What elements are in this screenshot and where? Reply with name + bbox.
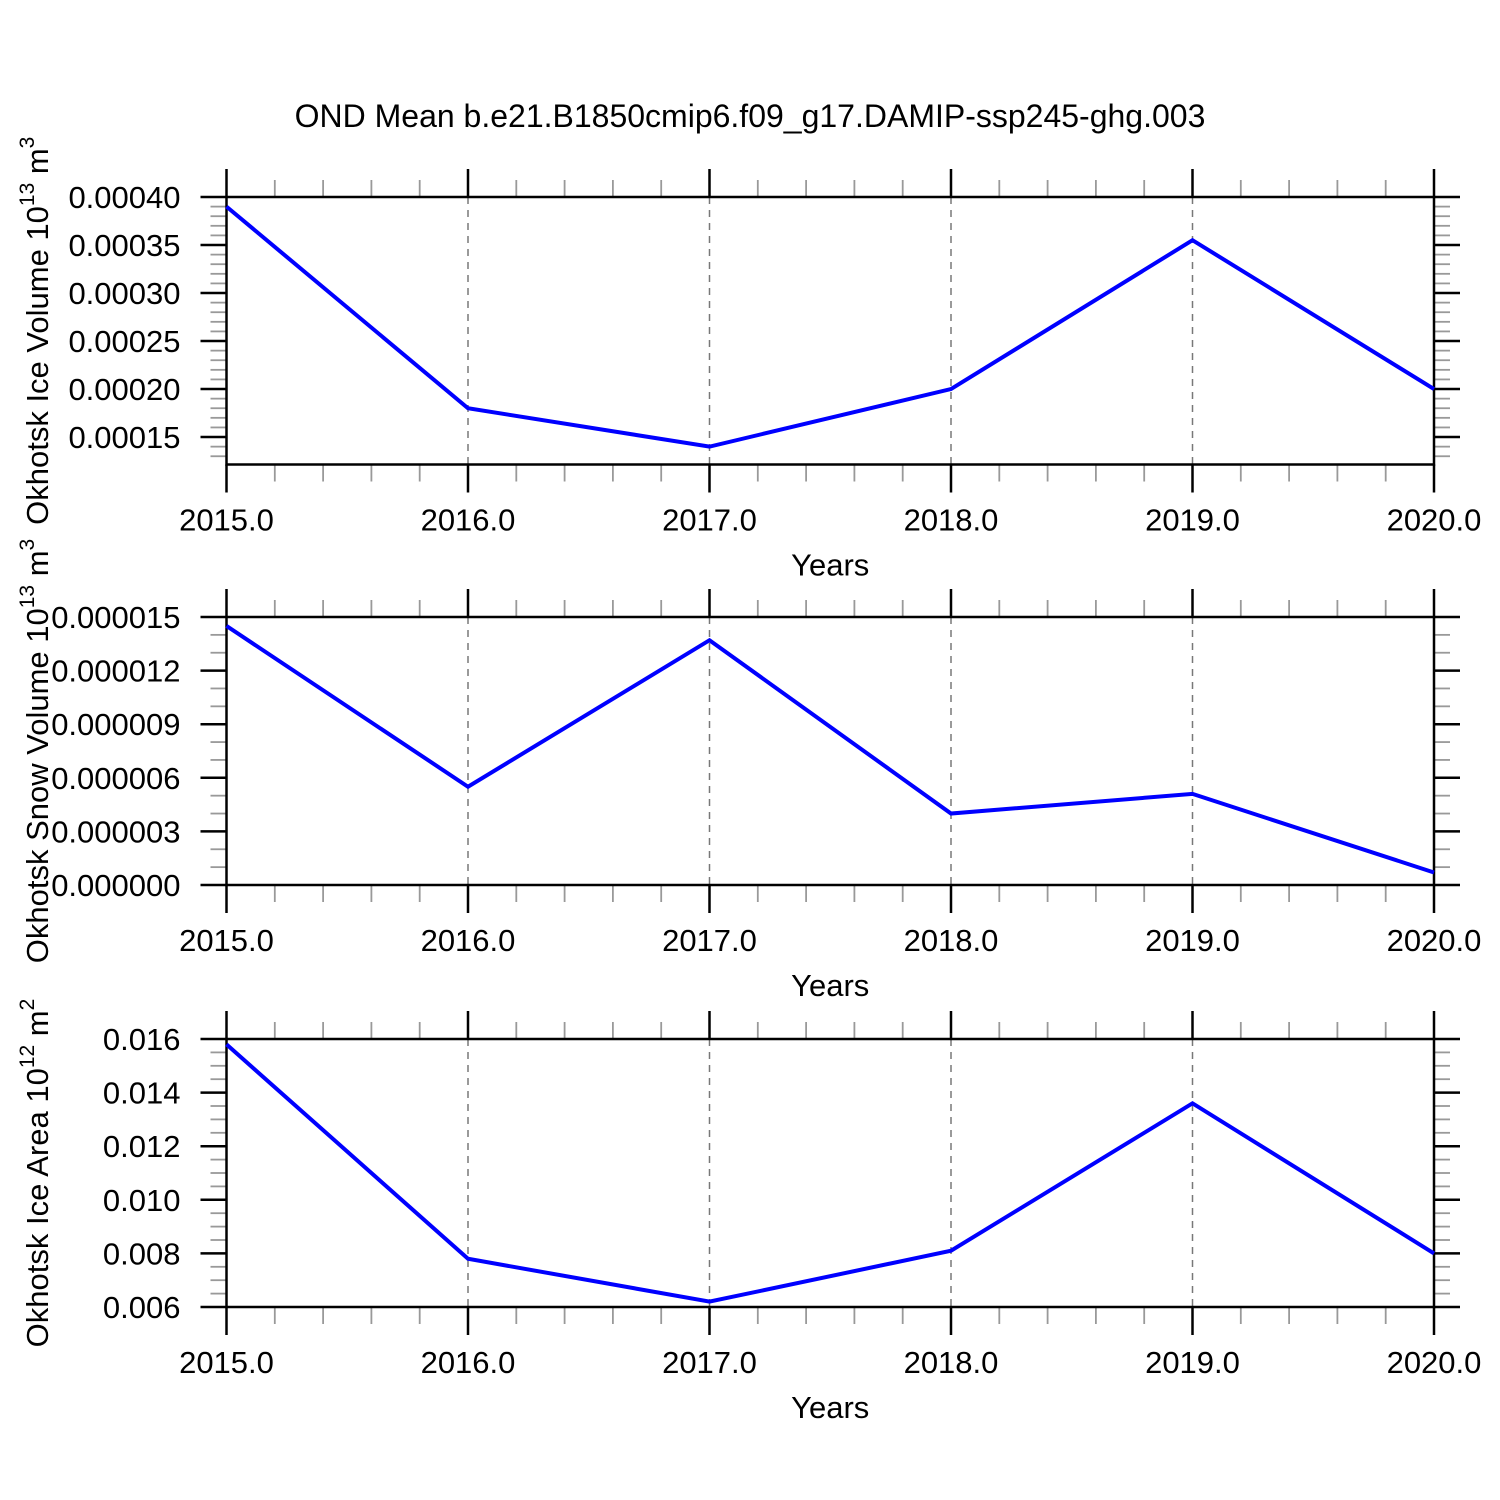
panel-3: 0.006 0.008 0.010 0.012 0.014 0.016 2015.0 2016… <box>16 999 1481 1425</box>
y-tick-label: 0.000012 <box>51 654 180 689</box>
x-axis-title: Years <box>791 1390 869 1425</box>
y-tick-label: 0.000003 <box>51 814 180 849</box>
x-tick-label: 2016.0 <box>421 1345 516 1380</box>
line-series <box>225 1042 1436 1304</box>
x-tick-label: 2017.0 <box>662 503 757 538</box>
plot-frame <box>225 615 1436 887</box>
line-series <box>225 624 1435 875</box>
y-axis-title: Okhotsk Ice Area 1012 m2 <box>16 999 55 1348</box>
x-tick-label: 2016.0 <box>421 503 516 538</box>
x-tick-label: 2018.0 <box>904 503 999 538</box>
x-tick-label: 2015.0 <box>179 1345 274 1380</box>
x-axis-title: Years <box>791 548 869 583</box>
x-tick-label: 2018.0 <box>904 923 999 958</box>
y-tick-label: 0.00025 <box>68 324 180 359</box>
y-tick-label: 0.000006 <box>51 761 180 796</box>
y-tick-label: 0.00015 <box>68 420 180 455</box>
x-tick-label: 2019.0 <box>1145 923 1240 958</box>
y-tick-label: 0.014 <box>103 1076 181 1111</box>
x-tick-label: 2016.0 <box>421 923 516 958</box>
y-axis-title: Okhotsk Snow Volume 1013 m3 <box>16 539 55 963</box>
y-tick-label: 0.000000 <box>51 868 180 903</box>
x-tick-label: 2018.0 <box>904 1345 999 1380</box>
x-tick-label: 2017.0 <box>662 923 757 958</box>
y-tick-label: 0.000009 <box>51 707 180 742</box>
y-tick-label: 0.008 <box>103 1236 181 1271</box>
plot-frame <box>225 195 1436 466</box>
y-tick-label: 0.00020 <box>68 372 180 407</box>
x-tick-label: 2020.0 <box>1387 503 1482 538</box>
panel-2: 0.000000 0.000003 0.000006 0.000009 0.000012… <box>16 539 1481 1003</box>
y-tick-label: 0.006 <box>103 1290 181 1325</box>
x-tick-label: 2020.0 <box>1387 1345 1482 1380</box>
y-tick-label: 0.00030 <box>68 276 180 311</box>
x-tick-label: 2015.0 <box>179 923 274 958</box>
y-tick-label: 0.010 <box>103 1183 181 1218</box>
y-axis-title: Okhotsk Ice Volume 1013 m3 <box>16 137 55 525</box>
y-tick-label: 0.00035 <box>68 228 180 263</box>
line-series <box>225 205 1436 449</box>
y-tick-label: 0.000015 <box>51 600 180 635</box>
x-tick-label: 2017.0 <box>662 1345 757 1380</box>
x-tick-label: 2019.0 <box>1145 503 1240 538</box>
plot-frame <box>225 1037 1436 1309</box>
x-tick-label: 2015.0 <box>179 503 274 538</box>
y-tick-label: 0.00040 <box>68 180 180 215</box>
x-tick-label: 2020.0 <box>1387 923 1482 958</box>
chart-title: OND Mean b.e21.B1850cmip6.f09_g17.DAMIP-… <box>295 98 1206 134</box>
panel-1: 0.00015 0.00020 0.00025 0.00030 0.00035 0.000… <box>16 137 1481 583</box>
x-tick-label: 2019.0 <box>1145 1345 1240 1380</box>
x-axis-title: Years <box>791 968 869 1003</box>
y-tick-label: 0.012 <box>103 1129 181 1164</box>
y-tick-label: 0.016 <box>103 1022 181 1057</box>
